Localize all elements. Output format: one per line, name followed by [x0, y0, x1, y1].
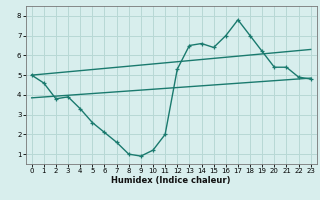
- X-axis label: Humidex (Indice chaleur): Humidex (Indice chaleur): [111, 176, 231, 185]
